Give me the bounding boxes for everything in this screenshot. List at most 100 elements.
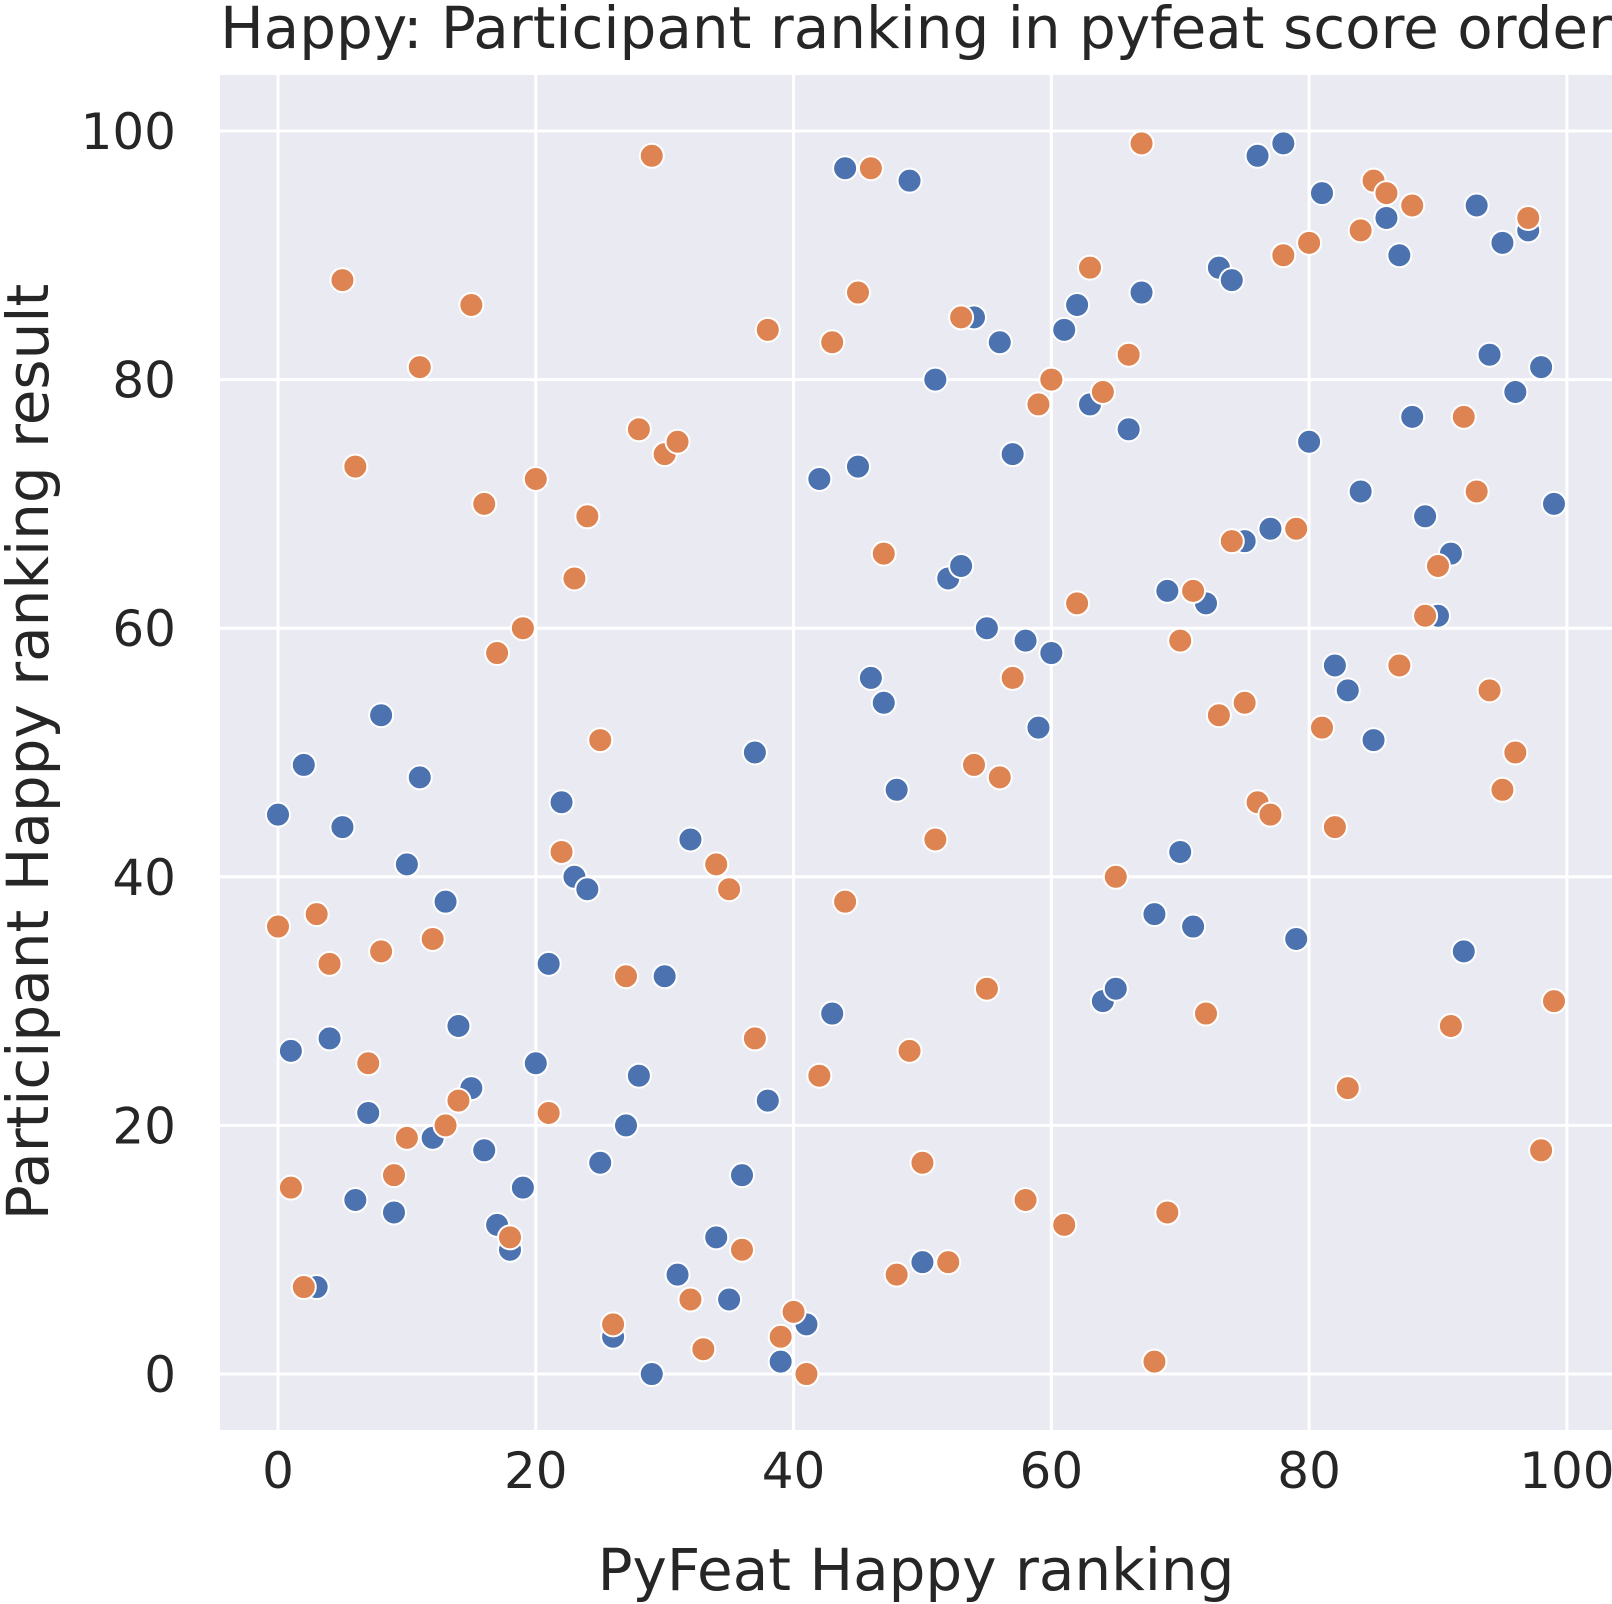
orange-data-point xyxy=(677,1286,704,1313)
blue-data-point xyxy=(277,1037,304,1064)
orange-data-point xyxy=(1437,1012,1464,1039)
orange-data-point xyxy=(342,453,369,480)
chart-title: Happy: Participant ranking in pyfeat sco… xyxy=(220,0,1612,62)
orange-data-point xyxy=(509,615,536,642)
blue-data-point xyxy=(664,1261,691,1288)
orange-data-point xyxy=(432,1112,459,1139)
blue-data-point xyxy=(1141,901,1168,928)
blue-data-point xyxy=(613,1112,639,1139)
y-tick-label: 20 xyxy=(112,1097,176,1155)
y-axis-label: Participant Happy ranking result xyxy=(0,284,62,1220)
orange-data-point xyxy=(832,888,859,915)
blue-data-point xyxy=(1309,180,1335,207)
orange-data-point xyxy=(1231,689,1258,716)
blue-data-point xyxy=(806,466,833,493)
y-tick-label: 40 xyxy=(112,849,176,907)
grid-lines xyxy=(220,75,1612,1430)
orange-data-point xyxy=(690,1336,717,1363)
blue-data-point xyxy=(587,1149,614,1176)
orange-data-point xyxy=(277,1174,304,1201)
blue-data-point xyxy=(1463,192,1490,219)
orange-data-point xyxy=(1077,254,1103,281)
blue-data-point xyxy=(471,1137,498,1164)
x-axis-label: PyFeat Happy ranking xyxy=(598,1536,1235,1604)
orange-data-point xyxy=(819,329,846,356)
blue-data-point xyxy=(1283,925,1310,952)
orange-data-point xyxy=(1270,242,1297,269)
orange-data-point xyxy=(1205,702,1232,729)
orange-data-point xyxy=(1051,1211,1078,1238)
blue-data-point xyxy=(973,615,1000,642)
orange-data-point xyxy=(316,950,343,977)
orange-data-point xyxy=(1089,378,1116,405)
blue-data-point xyxy=(1051,316,1078,343)
blue-data-point xyxy=(729,1162,755,1189)
x-tick-label: 0 xyxy=(262,1442,294,1500)
orange-data-point xyxy=(1180,577,1207,604)
blue-data-point xyxy=(1154,577,1181,604)
blue-data-point xyxy=(1064,291,1091,318)
blue-data-point xyxy=(832,155,859,182)
orange-data-point xyxy=(1141,1348,1168,1375)
blue-data-point xyxy=(1038,640,1065,667)
orange-data-point xyxy=(303,901,330,928)
plot-area xyxy=(220,75,1612,1430)
orange-data-point xyxy=(961,751,987,778)
orange-data-point xyxy=(265,913,291,940)
orange-data-point xyxy=(883,1261,910,1288)
blue-data-point xyxy=(703,1224,730,1251)
blue-data-point xyxy=(651,963,678,990)
blue-data-point xyxy=(1025,714,1052,741)
blue-data-point xyxy=(767,1348,794,1375)
orange-data-point xyxy=(1012,1187,1039,1214)
blue-data-point xyxy=(1386,242,1413,269)
x-tick-label: 20 xyxy=(504,1442,568,1500)
blue-data-point xyxy=(1296,428,1323,455)
blue-data-point xyxy=(381,1199,407,1226)
blue-data-point xyxy=(677,826,704,853)
orange-data-point xyxy=(922,826,949,853)
x-tick-label: 40 xyxy=(762,1442,826,1500)
blue-data-point xyxy=(741,739,768,766)
orange-data-point xyxy=(1476,677,1503,704)
x-tick-label: 80 xyxy=(1277,1442,1341,1500)
orange-data-point xyxy=(497,1224,523,1251)
orange-data-point xyxy=(1489,776,1516,803)
orange-data-point xyxy=(1373,180,1400,207)
orange-data-point xyxy=(1334,1075,1361,1102)
blue-data-point xyxy=(1541,490,1567,517)
blue-data-point xyxy=(1334,677,1361,704)
orange-data-point xyxy=(445,1087,472,1114)
blue-data-point xyxy=(948,553,975,580)
blue-data-point xyxy=(1399,403,1426,430)
blue-data-point xyxy=(1115,416,1142,443)
orange-data-point xyxy=(587,727,614,754)
orange-data-point xyxy=(1321,814,1348,841)
orange-data-point xyxy=(1386,652,1413,679)
orange-data-point xyxy=(1025,391,1052,418)
blue-data-point xyxy=(574,876,601,903)
orange-data-point xyxy=(1450,403,1477,430)
orange-data-point xyxy=(574,503,601,530)
orange-data-point xyxy=(471,490,498,517)
blue-data-point xyxy=(845,453,871,480)
blue-data-point xyxy=(638,1361,665,1388)
blue-data-point xyxy=(432,888,459,915)
orange-data-point xyxy=(767,1323,794,1350)
orange-data-point xyxy=(664,428,691,455)
orange-data-point xyxy=(613,963,639,990)
blue-data-point xyxy=(290,751,317,778)
blue-data-point xyxy=(819,1000,846,1027)
y-tick-label: 0 xyxy=(144,1346,176,1404)
blue-data-point xyxy=(1244,142,1271,169)
orange-data-point xyxy=(806,1062,833,1089)
blue-data-point xyxy=(368,702,395,729)
orange-data-point xyxy=(973,975,1000,1002)
orange-data-point xyxy=(1283,515,1310,542)
orange-data-point xyxy=(909,1149,936,1176)
blue-data-point xyxy=(1476,341,1503,368)
blue-data-point xyxy=(1180,913,1207,940)
x-tick-label: 100 xyxy=(1519,1442,1612,1500)
orange-data-point xyxy=(393,1124,420,1151)
blue-data-point xyxy=(857,664,884,691)
